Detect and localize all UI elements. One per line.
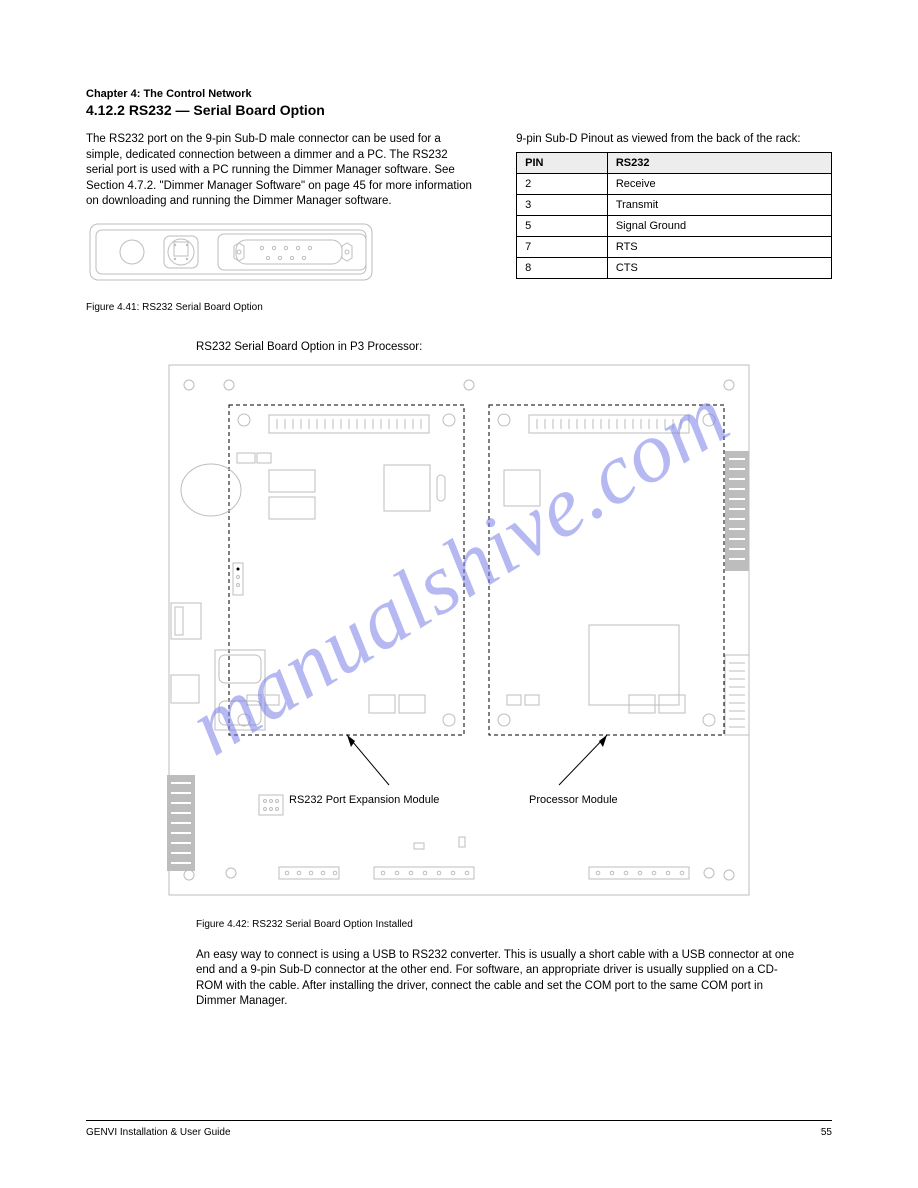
footer-right: 55 (821, 1127, 832, 1138)
pinout-col-rs232: RS232 (607, 152, 831, 173)
figure-caption-connector: Figure 4.41: RS232 Serial Board Option (86, 301, 472, 315)
footer-left: GENVI Installation & User Guide (86, 1127, 231, 1138)
table-row: 3Transmit (517, 194, 832, 215)
chapter-heading: Chapter 4: The Control Network (86, 88, 832, 100)
figure-caption-pcb: Figure 4.42: RS232 Serial Board Option I… (196, 919, 832, 930)
pinout-table: PIN RS232 2Receive 3Transmit 5Signal Gro… (516, 152, 832, 279)
connector-svg (86, 218, 376, 292)
intro-paragraph-left: The RS232 port on the 9-pin Sub-D male c… (86, 132, 472, 210)
table-row: 7RTS (517, 236, 832, 257)
pcb-svg: RS232 Port Expansion Module Processor Mo… (159, 355, 759, 915)
table-row: 2Receive (517, 173, 832, 194)
closing-paragraph: An easy way to connect is using a USB to… (196, 948, 796, 1010)
connector-figure: Figure 4.41: RS232 Serial Board Option (86, 218, 472, 315)
pinout-lead: 9-pin Sub-D Pinout as viewed from the ba… (516, 132, 832, 148)
section-title: 4.12.2 RS232 — Serial Board Option (86, 102, 832, 118)
table-row: 5Signal Ground (517, 215, 832, 236)
table-row: 8CTS (517, 257, 832, 278)
pcb-label-left: RS232 Port Expansion Module (289, 794, 439, 806)
pinout-col-pin: PIN (517, 152, 608, 173)
page-footer: GENVI Installation & User Guide 55 (86, 1120, 832, 1138)
pcb-label-right: Processor Module (529, 794, 618, 806)
pcb-lead: RS232 Serial Board Option in P3 Processo… (196, 341, 832, 353)
